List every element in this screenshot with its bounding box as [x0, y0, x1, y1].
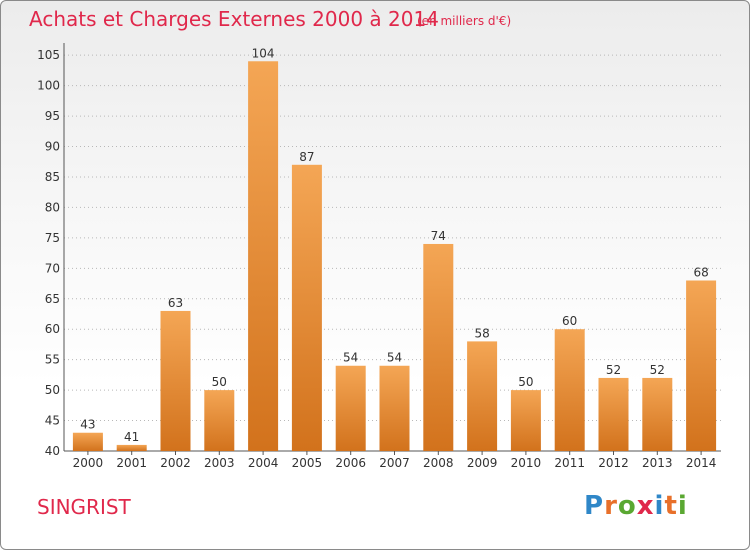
- bar: [72, 432, 103, 451]
- y-tick-label: 100: [37, 79, 60, 93]
- x-tick-label: 2006: [335, 456, 366, 470]
- logo-letter: P: [584, 491, 605, 521]
- x-tick-label: 2004: [248, 456, 279, 470]
- bar: [291, 164, 322, 451]
- data-label: 54: [343, 351, 358, 365]
- commune-name: SINGRIST: [37, 495, 131, 519]
- x-tick-label: 2013: [642, 456, 673, 470]
- data-label: 58: [474, 326, 489, 340]
- y-tick-label: 55: [45, 353, 60, 367]
- data-label: 52: [606, 363, 621, 377]
- data-label: 60: [562, 314, 577, 328]
- x-tick-label: 2001: [116, 456, 147, 470]
- bar: [554, 329, 585, 451]
- data-label: 68: [693, 265, 708, 279]
- y-tick-label: 70: [45, 261, 60, 275]
- x-tick-label: 2007: [379, 456, 410, 470]
- y-tick-label: 85: [45, 170, 60, 184]
- bar: [116, 444, 147, 451]
- y-tick-label: 95: [45, 109, 60, 123]
- y-tick-label: 105: [37, 48, 60, 62]
- x-tick-label: 2009: [467, 456, 498, 470]
- data-label: 52: [650, 363, 665, 377]
- bar: [204, 390, 235, 451]
- x-tick-label: 2005: [292, 456, 323, 470]
- chart-title: Achats et Charges Externes 2000 à 2014: [29, 7, 439, 31]
- data-label: 41: [124, 430, 139, 444]
- logo-letter: r: [604, 491, 618, 521]
- data-label: 54: [387, 351, 402, 365]
- data-label: 74: [431, 229, 446, 243]
- bar: [467, 341, 498, 451]
- x-tick-label: 2011: [554, 456, 585, 470]
- data-label: 50: [518, 375, 533, 389]
- bar: [642, 377, 673, 451]
- bar: [686, 280, 717, 451]
- bar: [510, 390, 541, 451]
- x-tick-label: 2012: [598, 456, 629, 470]
- y-tick-label: 40: [45, 444, 60, 458]
- y-tick-label: 50: [45, 383, 60, 397]
- logo-letter: o: [617, 491, 637, 521]
- bar: [335, 365, 366, 451]
- logo-letter: i: [654, 491, 665, 521]
- logo-letter: t: [664, 491, 678, 521]
- data-label: 63: [168, 296, 183, 310]
- x-tick-label: 2014: [686, 456, 717, 470]
- bar: [423, 243, 454, 451]
- x-tick-label: 2003: [204, 456, 235, 470]
- data-label: 50: [212, 375, 227, 389]
- data-label: 87: [299, 150, 314, 164]
- bar: [248, 61, 279, 452]
- chart-unit: (en milliers d'€): [417, 14, 512, 28]
- y-tick-label: 45: [45, 414, 60, 428]
- proxiti-logo: Proxiti: [584, 491, 688, 521]
- y-tick-label: 90: [45, 140, 60, 154]
- bar: [598, 377, 629, 451]
- bar: [160, 310, 191, 451]
- x-tick-label: 2008: [423, 456, 454, 470]
- bar: [379, 365, 410, 451]
- data-label: 43: [80, 418, 95, 432]
- x-tick-label: 2000: [73, 456, 104, 470]
- y-tick-label: 80: [45, 200, 60, 214]
- y-tick-label: 65: [45, 292, 60, 306]
- data-label: 104: [252, 46, 275, 60]
- x-tick-label: 2010: [511, 456, 542, 470]
- logo-letter: i: [677, 491, 688, 521]
- y-tick-label: 75: [45, 231, 60, 245]
- logo-letter: x: [636, 491, 655, 521]
- y-tick-label: 60: [45, 322, 60, 336]
- x-tick-label: 2002: [160, 456, 191, 470]
